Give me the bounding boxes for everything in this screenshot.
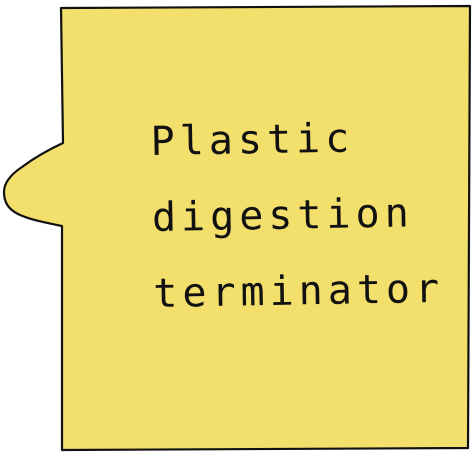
- note-line-2: digestion: [151, 190, 415, 241]
- note-line-1: Plastic: [150, 115, 355, 165]
- sticky-note-text: Plastic digestion terminator: [150, 99, 444, 332]
- sticky-note-outline: [2, 4, 472, 452]
- note-line-3: terminator: [152, 265, 445, 317]
